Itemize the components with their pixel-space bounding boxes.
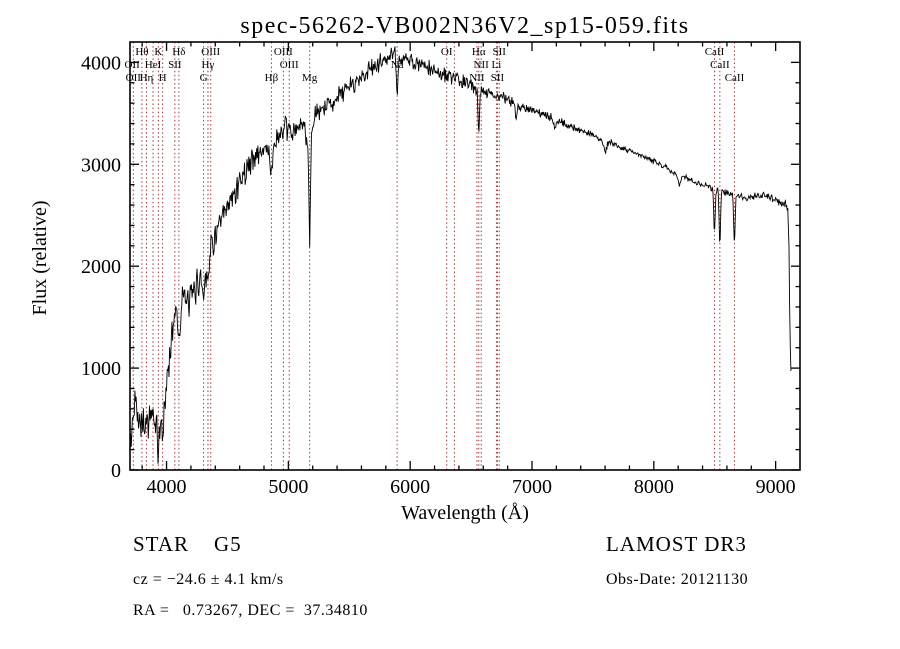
spectral-line-label: H [159, 72, 167, 84]
spectral-line-markers [132, 42, 735, 470]
spectral-line-label: OIII [274, 46, 293, 58]
spectral-line-label: OII [125, 59, 141, 71]
plot-border [129, 41, 801, 471]
spectral-line-label: G [200, 72, 208, 84]
spectral-line-label: Hθ [135, 46, 148, 58]
spectral-line-label: Hη [140, 72, 154, 84]
spectral-line-label: OIII [280, 59, 299, 71]
spectral-line-label: OI [441, 46, 453, 58]
spectral-line-label: SII [168, 59, 182, 71]
spectral-line-label: OIII [201, 46, 220, 58]
spectrum-line [129, 46, 792, 464]
spectral-line-label: K [154, 46, 162, 58]
spectral-line-label: CaII [710, 59, 730, 71]
ra-dec-label: RA = 0.73267, DEC = 37.34810 [133, 602, 368, 619]
y-axis-label: Flux (relative) [29, 201, 51, 316]
y-tick-label: 3000 [81, 154, 121, 176]
x-tick-label: 8000 [634, 476, 674, 498]
spectral-line-label: Hα [472, 46, 486, 58]
spectral-line-label: Hδ [172, 46, 185, 58]
spectral-line-label: SII [491, 72, 505, 84]
object-class-label: STAR G5 [133, 532, 242, 556]
spectral-line-label: Hβ [265, 72, 279, 84]
spectral-line-label: Na [391, 59, 404, 71]
x-tick-label: 9000 [756, 476, 796, 498]
x-tick-label: 7000 [512, 476, 552, 498]
plot-title: spec-56262-VB002N36V2_sp15-059.fits [240, 13, 689, 39]
cz-value-label: cz = −24.6 ± 4.1 km/s [133, 571, 284, 588]
spectral-line-label: Hγ [202, 59, 215, 71]
spectral-line-label: Li [492, 59, 502, 71]
spectral-line-label: NII [474, 59, 490, 71]
obs-date-label: Obs-Date: 20121130 [606, 571, 749, 588]
x-tick-label: 4000 [147, 476, 187, 498]
spectral-line-label: HeI [145, 59, 162, 71]
y-tick-label: 1000 [81, 358, 121, 380]
spectral-line-label: CaII [705, 46, 725, 58]
y-tick-label: 4000 [81, 52, 121, 74]
x-tick-label: 6000 [390, 476, 430, 498]
y-tick-label: 2000 [81, 256, 121, 278]
spectral-line-label: Mg [302, 72, 318, 84]
x-tick-label: 5000 [268, 476, 308, 498]
survey-name-label: LAMOST DR3 [606, 532, 747, 556]
spectral-line-label: CaII [725, 72, 745, 84]
x-axis-label: Wavelength (Å) [401, 502, 529, 524]
y-tick-label: 0 [111, 460, 121, 482]
spectral-line-label: SII [493, 46, 507, 58]
axes-ticks: 4000 5000 6000 7000 8000 9000 0 1000 2000 3000 400… [81, 42, 800, 498]
spectral-line-label: NII [469, 72, 485, 84]
